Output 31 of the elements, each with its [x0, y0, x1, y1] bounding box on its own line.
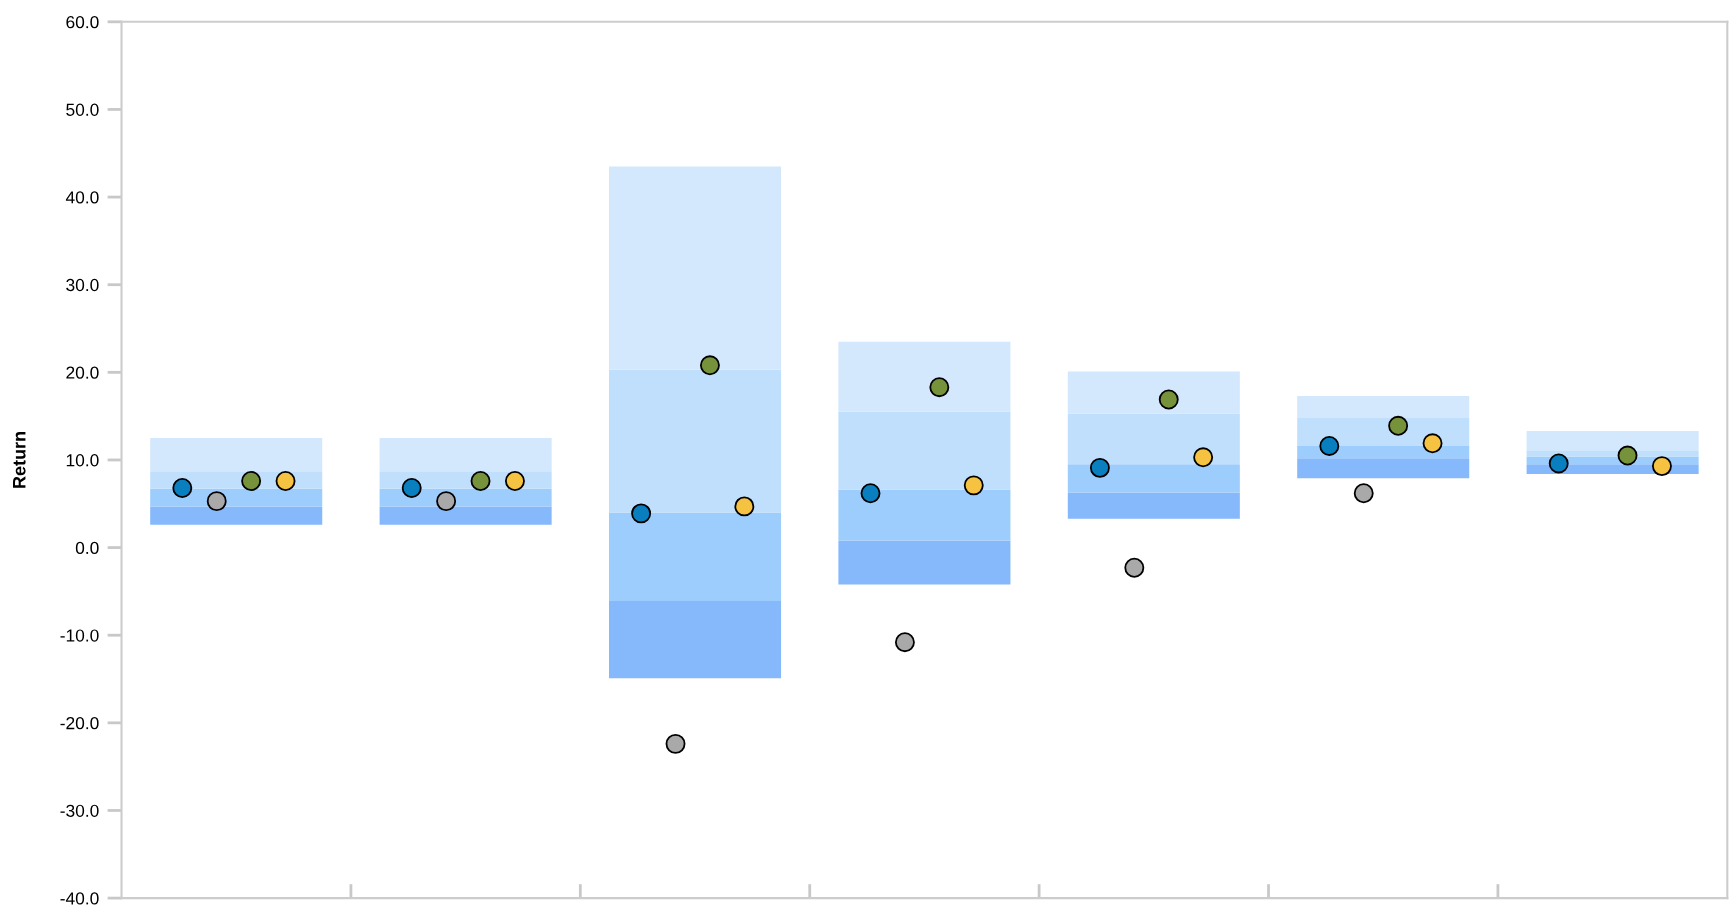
y-tick-label: 30.0: [66, 278, 99, 292]
bar: [838, 489, 1011, 541]
bar: [1297, 458, 1470, 479]
bar: [1526, 431, 1699, 451]
bar: [1067, 371, 1240, 414]
bar: [838, 411, 1011, 490]
bar: [838, 540, 1011, 585]
bar: [150, 506, 323, 525]
bar: [608, 166, 782, 370]
y-axis-title: Return: [13, 431, 26, 488]
y-tick-label: 40.0: [65, 191, 99, 204]
bar: [1067, 492, 1240, 519]
y-tick-label: 10.0: [66, 454, 99, 467]
bar: [608, 512, 782, 602]
y-tick-label: -40.0: [60, 892, 99, 905]
bar: [1067, 464, 1240, 493]
bar: [838, 341, 1011, 412]
y-tick-label: -10.0: [60, 629, 99, 642]
bar: [608, 601, 782, 679]
bar: [1067, 413, 1240, 465]
y-tick-label: 60.0: [66, 15, 99, 29]
bar: [1297, 395, 1470, 418]
bar: [379, 506, 552, 525]
bar: [150, 438, 323, 472]
y-tick-label: -30.0: [60, 804, 99, 817]
y-tick-label: -20.0: [60, 717, 99, 730]
y-tick-label: 20.0: [66, 366, 99, 379]
y-tick-label: 0.0: [75, 541, 99, 555]
bar: [379, 438, 552, 472]
bar: [608, 369, 782, 513]
y-tick-label: 50.0: [66, 103, 99, 116]
